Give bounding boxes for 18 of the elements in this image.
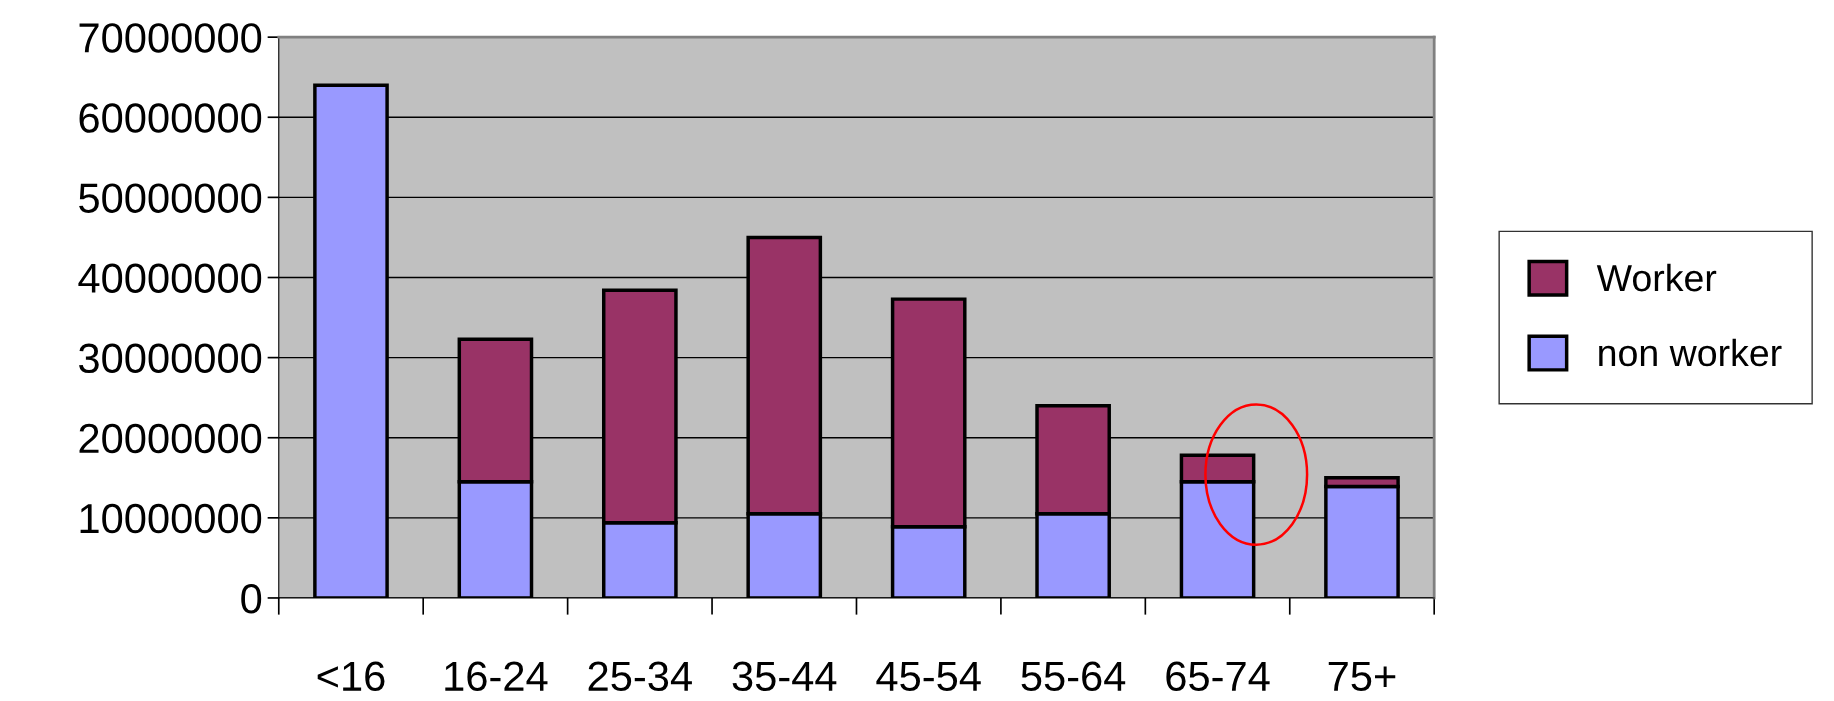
x-tick-label: 45-54: [876, 661, 981, 692]
legend-label: non worker: [1599, 338, 1782, 367]
x-tick-label: <16: [317, 661, 385, 692]
x-tick-label: 35-44: [732, 661, 837, 692]
x-tick-label: 75+: [1328, 661, 1396, 692]
y-tick-label: 10000000: [80, 503, 262, 534]
y-tick-label: 70000000: [79, 23, 262, 53]
y-tick-label: 60000000: [79, 103, 262, 133]
x-tick-label: 25-34: [588, 661, 692, 692]
y-tick-label: 30000000: [79, 343, 262, 374]
y-tick-label: 50000000: [79, 183, 262, 213]
legend-label: Worker: [1596, 263, 1717, 292]
y-tick-label: 40000000: [78, 263, 262, 293]
x-tick-label: 65-74: [1166, 661, 1270, 692]
x-tick-label: 55-64: [1021, 661, 1126, 692]
x-tick-label: 16-24: [445, 661, 548, 692]
y-tick-label: 20000000: [79, 423, 262, 454]
y-tick-label: 0: [241, 583, 262, 614]
